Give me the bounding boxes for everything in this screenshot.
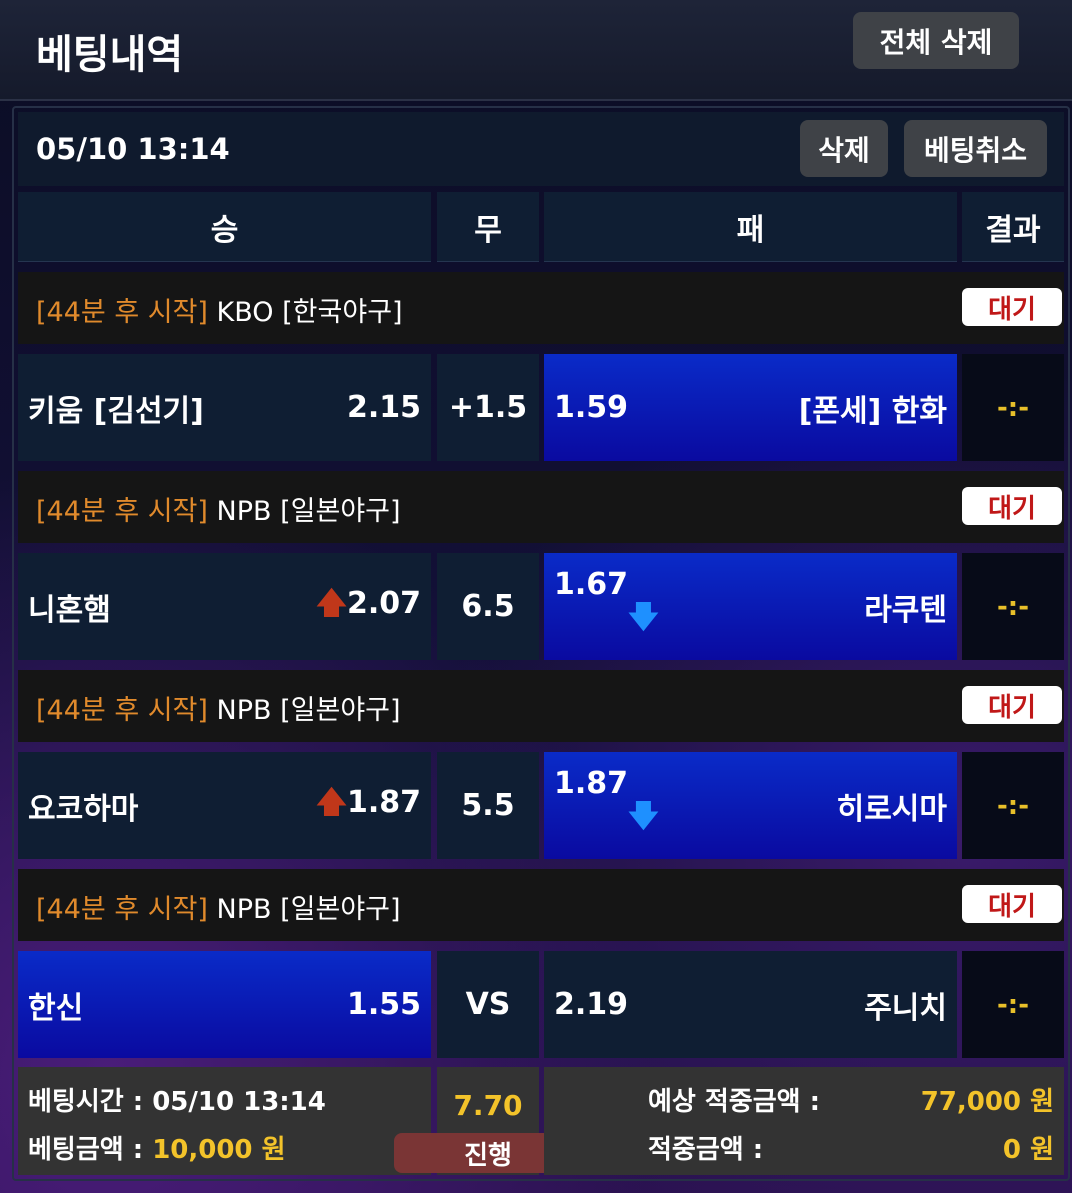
league-name: NPB [일본야구] [216,496,401,527]
away-team: [폰세] 한화 [798,393,947,429]
odds-up-icon: 🡅 [316,586,347,621]
draw-handicap[interactable]: 6.5 [437,553,539,660]
wait-badge: 대기 [962,686,1062,724]
league-name: KBO [한국야구] [216,297,403,328]
expected-win: 77,000 원 [920,1087,1054,1117]
bet-date-row: 05/10 13:14 [18,112,1064,186]
score: -:- [962,752,1064,859]
league-name: NPB [일본야구] [216,695,401,726]
bet-card [12,106,1070,1181]
odds-down-icon: 🡇 [628,600,659,635]
draw-handicap[interactable]: +1.5 [437,354,539,461]
footer-right: 예상 적중금액 : 77,000 원 적중금액 : 0 원 [544,1067,1064,1175]
score: -:- [962,951,1064,1058]
won-label: 적중금액 : [648,1135,764,1165]
bet-time-label: 베팅시간 : [28,1087,153,1117]
away-pick[interactable]: 1.67 🡇 라쿠텐 [544,553,957,660]
home-team: 요코하마 [28,791,139,827]
away-odds: 1.59 [554,390,629,425]
home-odds: 2.07 [346,586,421,621]
score: -:- [962,354,1064,461]
bet-amount-label: 베팅금액 : [28,1135,153,1165]
league-name: NPB [일본야구] [216,894,401,925]
home-odds: 1.55 [346,987,421,1022]
league-row: [44분 후 시작] KBO [한국야구] 대기 [18,272,1064,344]
page-title: 베팅내역 [36,32,184,78]
page-header: 베팅내역 전체 삭제 [0,0,1072,101]
bet-date: 05/10 13:14 [36,132,230,166]
odds-up-icon: 🡅 [316,785,347,820]
column-result: 결과 [962,192,1064,262]
delete-all-button[interactable]: 전체 삭제 [853,12,1019,69]
score: -:- [962,553,1064,660]
home-odds: 1.87 [346,785,421,820]
bet-amount: 10,000 원 [152,1135,286,1165]
away-odds: 2.19 [554,987,629,1022]
won-amount: 0 원 [1002,1135,1054,1165]
away-team: 히로시마 [836,791,947,827]
wait-badge: 대기 [962,885,1062,923]
home-team: 키움 [김선기] [28,393,204,429]
away-team: 주니치 [864,990,947,1026]
wait-badge: 대기 [962,487,1062,525]
draw-handicap[interactable]: 5.5 [437,752,539,859]
draw-handicap[interactable]: VS [437,951,539,1058]
column-lose: 패 [544,192,957,262]
away-pick[interactable]: 1.59 [폰세] 한화 [544,354,957,461]
bet-time: 05/10 13:14 [152,1087,326,1117]
home-odds: 2.15 [346,390,421,425]
home-pick[interactable]: 니혼햄 🡅2.07 [18,553,431,660]
wait-badge: 대기 [962,288,1062,326]
column-draw: 무 [437,192,539,262]
away-odds: 1.87 [554,766,629,801]
odds-down-icon: 🡇 [628,799,659,834]
home-team: 한신 [28,990,84,1026]
home-pick[interactable]: 키움 [김선기] 2.15 [18,354,431,461]
league-row: [44분 후 시작] NPB [일본야구] 대기 [18,670,1064,742]
home-team: 니혼햄 [28,592,111,628]
home-pick[interactable]: 한신 1.55 [18,951,431,1058]
start-status: [44분 후 시작] [36,695,208,726]
start-status: [44분 후 시작] [36,297,208,328]
away-odds: 1.67 [554,567,629,602]
home-pick[interactable]: 요코하마 🡅1.87 [18,752,431,859]
league-row: [44분 후 시작] NPB [일본야구] 대기 [18,869,1064,941]
expected-win-label: 예상 적중금액 : [648,1087,821,1117]
delete-button[interactable]: 삭제 [800,120,888,177]
start-status: [44분 후 시작] [36,496,208,527]
start-status: [44분 후 시작] [36,894,208,925]
away-team: 라쿠텐 [864,592,947,628]
footer-left: 베팅시간 : 05/10 13:14 베팅금액 : 10,000 원 [18,1067,431,1175]
league-row: [44분 후 시작] NPB [일본야구] 대기 [18,471,1064,543]
away-pick[interactable]: 1.87 🡇 히로시마 [544,752,957,859]
column-win: 승 [18,192,431,262]
cancel-bet-button[interactable]: 베팅취소 [904,120,1047,177]
away-pick[interactable]: 2.19 주니치 [544,951,957,1058]
total-odds: 7.70 [453,1089,523,1122]
